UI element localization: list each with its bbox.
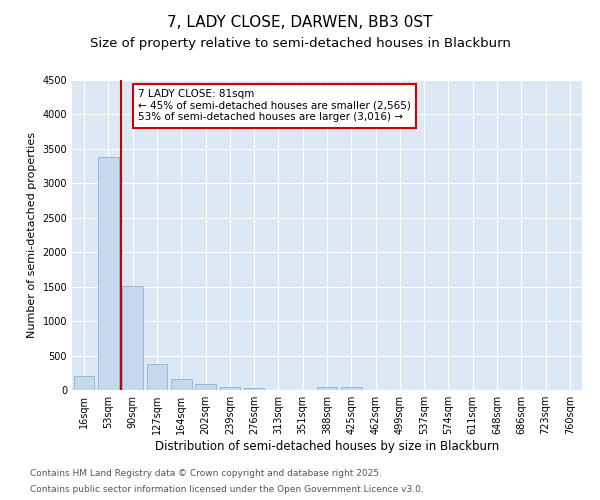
Bar: [98, 157, 119, 390]
Bar: [220, 387, 240, 390]
Text: Contains public sector information licensed under the Open Government Licence v3: Contains public sector information licen…: [30, 485, 424, 494]
Bar: [74, 376, 94, 390]
Bar: [122, 286, 143, 390]
Text: Size of property relative to semi-detached houses in Blackburn: Size of property relative to semi-detach…: [89, 38, 511, 51]
Text: Contains HM Land Registry data © Crown copyright and database right 2025.: Contains HM Land Registry data © Crown c…: [30, 468, 382, 477]
Bar: [195, 384, 216, 390]
Bar: [146, 364, 167, 390]
Bar: [171, 380, 191, 390]
Y-axis label: Number of semi-detached properties: Number of semi-detached properties: [27, 132, 37, 338]
Bar: [317, 386, 337, 390]
Bar: [341, 386, 362, 390]
X-axis label: Distribution of semi-detached houses by size in Blackburn: Distribution of semi-detached houses by …: [155, 440, 499, 453]
Text: 7, LADY CLOSE, DARWEN, BB3 0ST: 7, LADY CLOSE, DARWEN, BB3 0ST: [167, 15, 433, 30]
Bar: [244, 388, 265, 390]
Text: 7 LADY CLOSE: 81sqm
← 45% of semi-detached houses are smaller (2,565)
53% of sem: 7 LADY CLOSE: 81sqm ← 45% of semi-detach…: [139, 90, 411, 122]
